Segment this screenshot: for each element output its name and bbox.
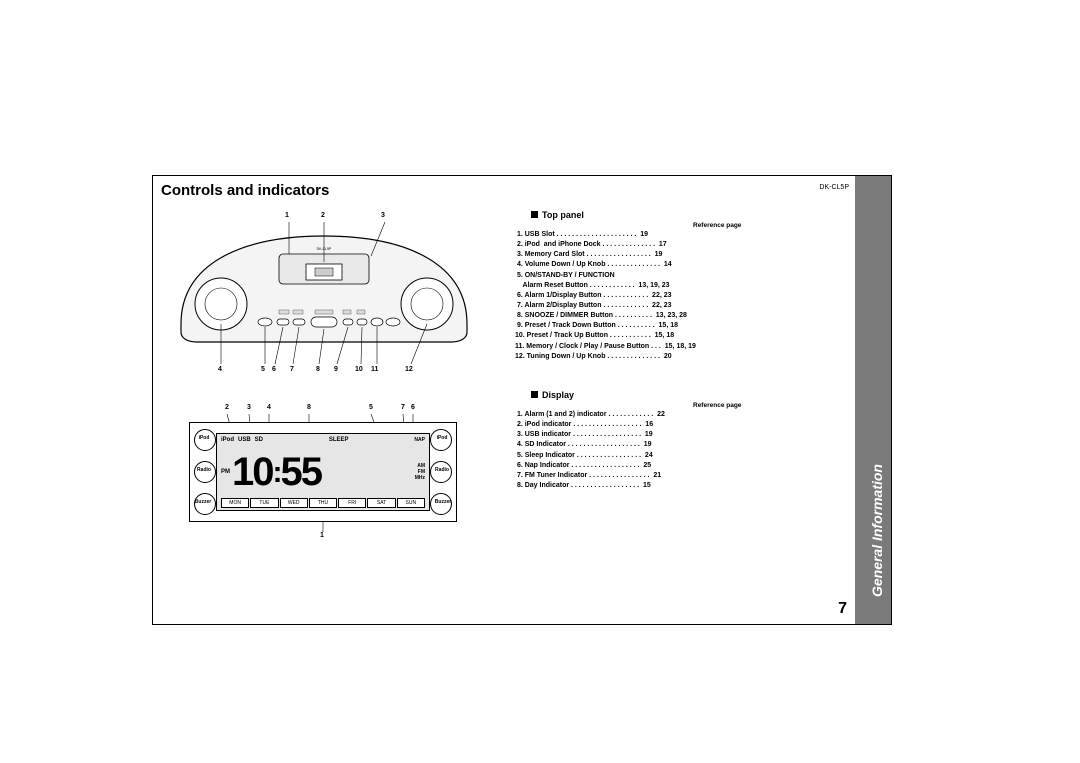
callout: 8 xyxy=(316,366,320,373)
display-list: 1. Alarm (1 and 2) indicator . . . . . .… xyxy=(515,410,845,491)
lcd-pm: PM xyxy=(221,469,230,475)
callout: 7 xyxy=(401,404,405,411)
callout: 1 xyxy=(285,212,289,219)
lcd-ind: SD xyxy=(255,437,263,447)
callout: 3 xyxy=(381,212,385,219)
callout: 5 xyxy=(261,366,265,373)
callout: 7 xyxy=(290,366,294,373)
reference-page-label: Reference page xyxy=(693,222,741,229)
lcd-ind: USB xyxy=(238,437,251,447)
lcd-ind: iPod xyxy=(221,437,234,447)
svg-text:DK-CL5P: DK-CL5P xyxy=(317,247,332,251)
callout: 4 xyxy=(267,404,271,411)
callout: 1 xyxy=(320,532,324,539)
callout: 11 xyxy=(371,366,378,373)
callout: 2 xyxy=(321,212,325,219)
knob-label: iPod xyxy=(430,435,454,441)
top-panel-list: 1. USB Slot . . . . . . . . . . . . . . … xyxy=(515,230,845,362)
lcd-days: MON TUE WED THU FRI SAT SUN xyxy=(221,498,425,508)
section-heading: Top panel xyxy=(531,210,584,220)
reference-page-label: Reference page xyxy=(693,402,741,409)
callout: 3 xyxy=(247,404,251,411)
page-title: Controls and indicators xyxy=(161,182,329,199)
callout: 9 xyxy=(334,366,338,373)
lcd-ind: SLEEP xyxy=(329,437,349,447)
lcd-ind: NAP xyxy=(414,437,425,447)
side-tab: General Information xyxy=(855,176,891,624)
lcd-time: 10:55 xyxy=(232,452,321,492)
callout: 12 xyxy=(405,366,413,373)
knob-label: iPod xyxy=(192,435,216,441)
knob-label: Buzzer xyxy=(431,499,455,505)
lcd-tuner: AM FM MHz xyxy=(415,463,425,481)
callout: 6 xyxy=(411,404,415,411)
side-tab-label: General Information xyxy=(869,464,885,597)
knob-label: Radio xyxy=(192,467,216,473)
model-number: DK-CL5P xyxy=(819,184,849,191)
knob-label: Radio xyxy=(430,467,454,473)
callout: 5 xyxy=(369,404,373,411)
display-diagram: 2 3 4 8 5 7 6 iPod Radio Buzzer xyxy=(189,404,457,524)
knob-label: Buzzer xyxy=(191,499,215,505)
page-number: 7 xyxy=(838,600,847,618)
lcd-screen: iPod USB SD SLEEP NAP PM 10:55 AM FM MHz xyxy=(216,433,430,511)
manual-page: Controls and indicators DK-CL5P General … xyxy=(152,175,892,625)
callout: 6 xyxy=(272,366,276,373)
callout: 8 xyxy=(307,404,311,411)
top-panel-diagram: DK-CL5P xyxy=(161,214,487,374)
section-heading: Display xyxy=(531,390,574,400)
callout: 10 xyxy=(355,366,363,373)
callout: 4 xyxy=(218,366,222,373)
callout: 2 xyxy=(225,404,229,411)
